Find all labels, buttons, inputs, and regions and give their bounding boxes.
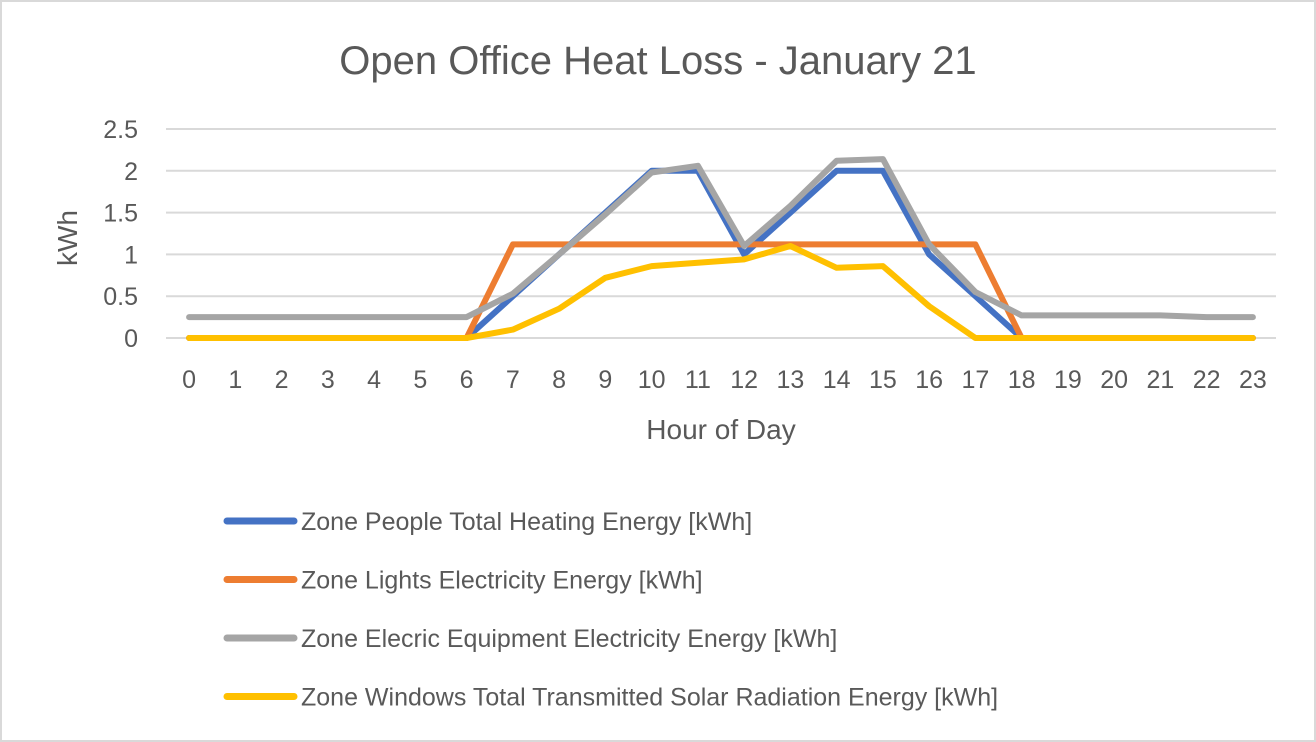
legend-label: Zone Windows Total Transmitted Solar Rad… bbox=[301, 684, 998, 712]
x-tick-label: 0 bbox=[182, 366, 196, 394]
x-tick-label: 6 bbox=[460, 366, 474, 394]
x-tick-label: 20 bbox=[1100, 366, 1128, 394]
x-axis-ticks: 0 1 2 3 4 5 6 7 8 9 10 11 12 13 14 15 16 17 18 19 20 21 22 23 bbox=[182, 366, 1267, 394]
legend-label: Zone People Total Heating Energy [kWh] bbox=[301, 508, 752, 536]
x-tick-label: 14 bbox=[823, 366, 851, 394]
y-axis-ticks: 0 0.5 1 1.5 2 2.5 bbox=[103, 116, 138, 353]
chart-title: Open Office Heat Loss - January 21 bbox=[339, 39, 976, 83]
x-tick-label: 5 bbox=[413, 366, 427, 394]
y-tick-label: 1 bbox=[124, 241, 138, 269]
legend: Zone People Total Heating Energy [kWh] Zo… bbox=[223, 508, 998, 712]
series-lines bbox=[186, 156, 1256, 341]
y-tick-label: 1.5 bbox=[103, 200, 138, 228]
legend-label: Zone Lights Electricity Energy [kWh] bbox=[301, 567, 703, 595]
x-tick-label: 10 bbox=[638, 366, 666, 394]
legend-label: Zone Elecric Equipment Electricity Energ… bbox=[301, 625, 837, 653]
y-tick-label: 2.5 bbox=[103, 116, 138, 144]
y-tick-label: 0.5 bbox=[103, 283, 138, 311]
series-line-3 bbox=[186, 156, 1256, 321]
x-tick-label: 12 bbox=[730, 366, 758, 394]
x-tick-label: 22 bbox=[1193, 366, 1221, 394]
series-line-4 bbox=[186, 243, 1256, 341]
gridlines bbox=[166, 128, 1276, 339]
legend-item: Zone Windows Total Transmitted Solar Rad… bbox=[223, 684, 998, 712]
legend-item: Zone Elecric Equipment Electricity Energ… bbox=[223, 625, 837, 653]
x-tick-label: 1 bbox=[228, 366, 242, 394]
x-axis-title: Hour of Day bbox=[646, 414, 795, 445]
x-tick-label: 15 bbox=[869, 366, 897, 394]
y-tick-label: 0 bbox=[124, 325, 138, 353]
x-tick-label: 23 bbox=[1239, 366, 1267, 394]
x-tick-label: 2 bbox=[275, 366, 289, 394]
x-tick-label: 9 bbox=[598, 366, 612, 394]
x-tick-label: 11 bbox=[685, 366, 711, 394]
x-tick-label: 3 bbox=[321, 366, 335, 394]
x-tick-label: 18 bbox=[1008, 366, 1036, 394]
legend-item: Zone People Total Heating Energy [kWh] bbox=[223, 508, 752, 536]
x-tick-label: 13 bbox=[776, 366, 804, 394]
x-tick-label: 17 bbox=[961, 366, 989, 394]
y-axis-title: kWh bbox=[52, 210, 83, 266]
x-tick-label: 19 bbox=[1054, 366, 1082, 394]
x-tick-label: 16 bbox=[915, 366, 943, 394]
x-tick-label: 7 bbox=[506, 366, 520, 394]
x-tick-label: 21 bbox=[1146, 366, 1174, 394]
legend-item: Zone Lights Electricity Energy [kWh] bbox=[223, 567, 703, 595]
y-tick-label: 2 bbox=[124, 158, 138, 186]
x-tick-label: 8 bbox=[552, 366, 566, 394]
x-tick-label: 4 bbox=[367, 366, 381, 394]
